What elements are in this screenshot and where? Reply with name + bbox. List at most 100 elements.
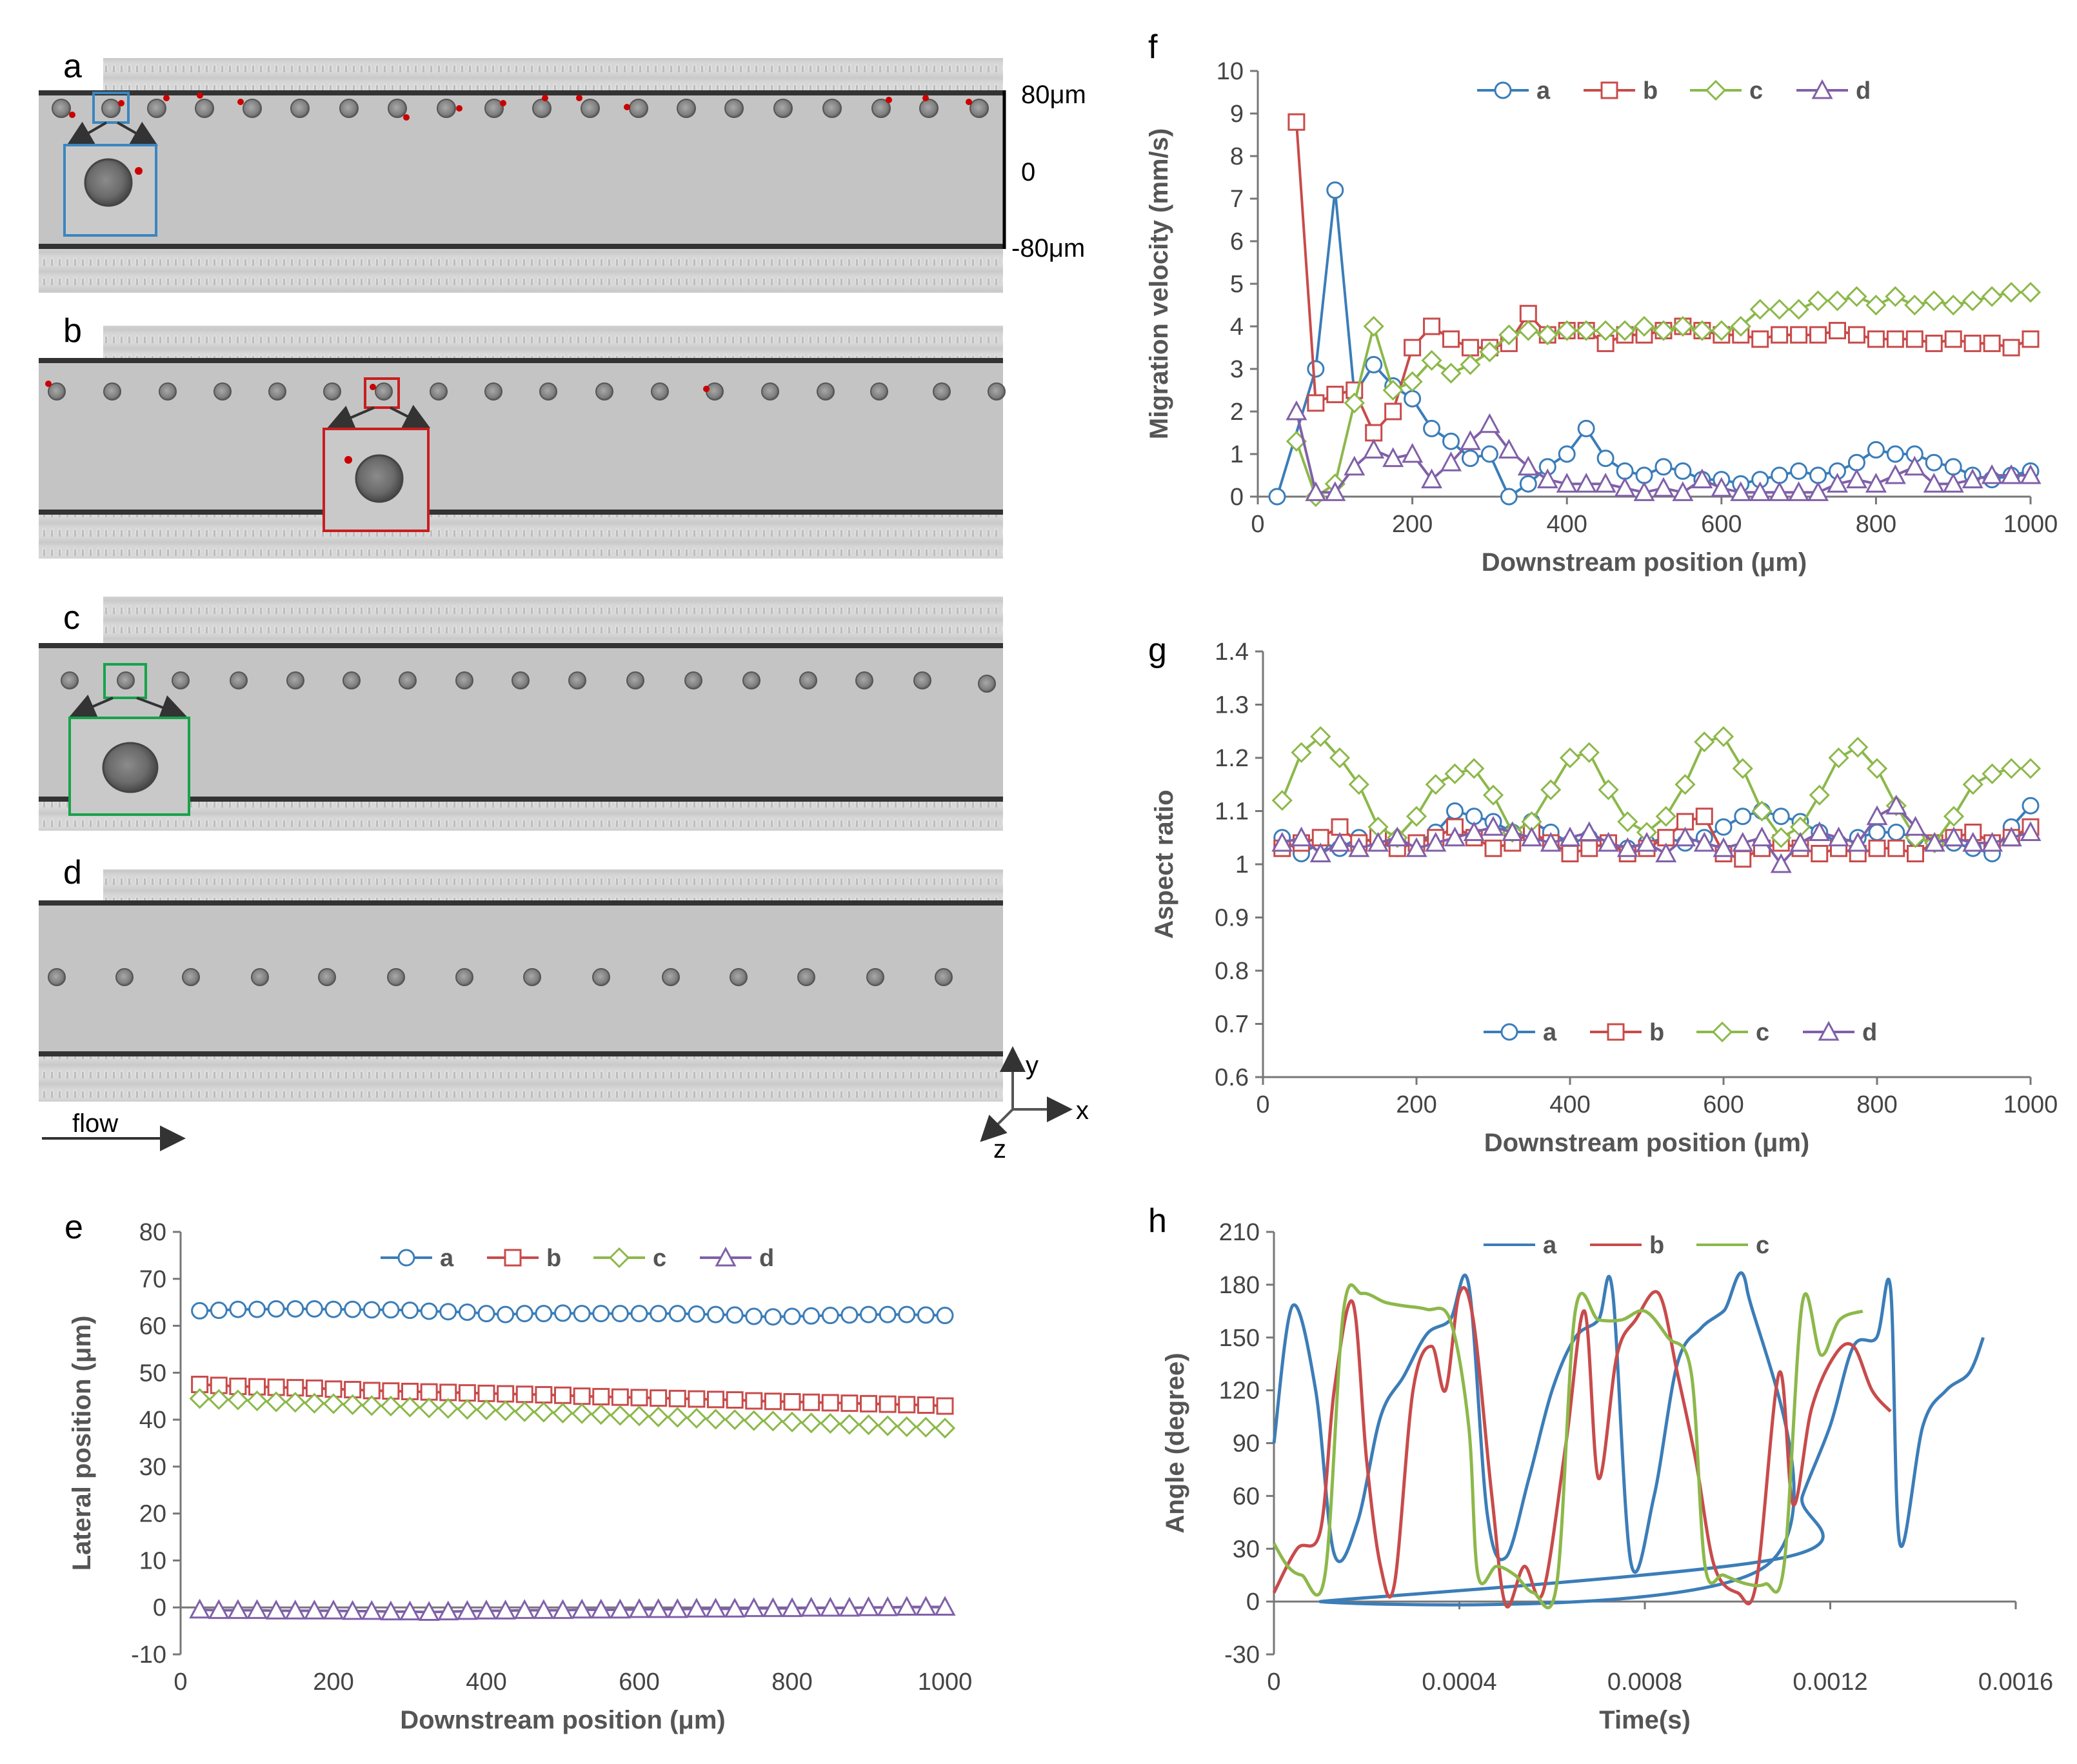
data-point-b — [1580, 839, 1598, 857]
data-point-c — [246, 1390, 268, 1412]
data-point-c — [1847, 737, 1869, 758]
data-point-c — [1310, 726, 1331, 748]
channel-edge-bottom — [39, 797, 1003, 802]
data-point-b — [1751, 330, 1769, 348]
data-point-a — [611, 1305, 629, 1323]
data-point-b — [1983, 334, 2001, 352]
series-c — [1286, 282, 2042, 508]
data-point-a — [1577, 419, 1595, 437]
data-point-c — [1923, 290, 1945, 312]
cell — [706, 382, 724, 401]
zoom-box-small-a — [92, 92, 130, 124]
data-point-d — [1789, 831, 1811, 852]
data-point-b — [1809, 326, 1827, 344]
panel-letter-b: b — [63, 312, 82, 350]
data-point-c — [1962, 774, 1983, 795]
data-point-d — [1482, 816, 1504, 836]
x-tick-label: 400 — [1546, 511, 1587, 538]
chart-h: h -30 0 30 60 90 120 150 180 210 0 0.0004 0.0008 0.00… — [1148, 1202, 2053, 1734]
xyz-axes-icon: y x z — [980, 1046, 1089, 1164]
channel-wall-top — [103, 597, 1003, 643]
data-point-d — [839, 1596, 860, 1617]
cell — [662, 968, 680, 986]
data-point-c — [1730, 315, 1751, 337]
y-tick-label: 90 — [1233, 1431, 1260, 1458]
legend-label-c: c — [1756, 1232, 1769, 1259]
data-point-d — [1866, 805, 1888, 826]
y-tick-label: 120 — [1219, 1378, 1260, 1405]
micrograph-a: a — [39, 48, 1086, 293]
channel-edge-top — [39, 358, 1003, 363]
marker-dot — [45, 381, 52, 387]
data-point-c — [648, 1406, 669, 1427]
data-point-a — [1847, 453, 1865, 471]
channel-edge-bottom — [39, 510, 1003, 515]
data-point-a — [401, 1302, 419, 1320]
data-point-b — [1847, 326, 1865, 344]
data-point-a — [1307, 360, 1325, 378]
data-point-d — [1425, 831, 1447, 852]
series-line-b — [199, 1383, 946, 1408]
y-axis-title: Angle (degree) — [1161, 1353, 1189, 1533]
cell — [251, 968, 269, 986]
data-point-b — [1365, 424, 1383, 442]
data-point-d — [1788, 481, 1810, 501]
x-tick-label: 400 — [1549, 1091, 1590, 1118]
y-axis-title: Aspect ratio — [1150, 789, 1178, 938]
data-point-d — [1324, 481, 1346, 501]
data-point-d — [1769, 481, 1791, 501]
cell — [871, 99, 891, 118]
data-point-d — [1923, 473, 1945, 493]
data-point-b — [764, 1392, 782, 1411]
data-point-c — [705, 1409, 726, 1430]
data-point-b — [821, 1394, 839, 1412]
marker-dot — [403, 114, 410, 121]
cell — [430, 382, 448, 401]
cell — [290, 99, 310, 118]
data-point-d — [1286, 400, 1307, 421]
data-point-b — [1287, 113, 1306, 131]
data-point-a — [630, 1305, 648, 1323]
x-tick-label: 0 — [174, 1669, 187, 1696]
cell — [629, 99, 648, 118]
cell — [103, 382, 121, 401]
data-point-c — [1788, 299, 1809, 320]
data-point-a — [707, 1305, 724, 1323]
data-point-a — [764, 1308, 782, 1326]
data-point-c — [590, 1403, 611, 1425]
legend: a b c d — [381, 1245, 774, 1272]
z-axis-arrow — [980, 1108, 1014, 1142]
channel-edge-bottom — [39, 1051, 1003, 1056]
data-point-d — [1578, 821, 1600, 841]
data-point-b — [1925, 334, 1943, 352]
data-point-d — [743, 1597, 765, 1618]
data-point-c — [1518, 320, 1539, 341]
data-point-c — [1885, 286, 1906, 307]
data-point-a — [515, 1305, 533, 1323]
data-point-b — [917, 1396, 935, 1414]
data-point-b — [1887, 839, 1905, 857]
data-point-d — [1923, 831, 1945, 852]
data-point-c — [342, 1394, 363, 1415]
data-point-d — [1962, 831, 1984, 852]
data-point-c — [896, 1416, 917, 1438]
legend-label-a: a — [1543, 1019, 1557, 1046]
data-point-c — [1595, 320, 1616, 341]
data-point-d — [1348, 837, 1370, 857]
legend-marker-a — [397, 1249, 415, 1267]
data-point-b — [630, 1389, 648, 1407]
data-point-c — [1406, 806, 1427, 827]
data-point-c — [934, 1418, 956, 1439]
cell — [761, 382, 779, 401]
channel-edge-top — [39, 900, 1003, 906]
data-point-c — [1846, 286, 1867, 307]
data-point-d — [1942, 473, 1964, 493]
data-point-d — [1711, 477, 1733, 497]
data-point-c — [839, 1414, 860, 1435]
marker-dot — [886, 97, 892, 103]
data-point-d — [399, 1600, 421, 1621]
x-tick-label: 200 — [1396, 1091, 1436, 1118]
data-point-b — [1734, 850, 1752, 868]
y-tick-label: -10 — [131, 1641, 166, 1669]
cell-track-b — [48, 382, 1006, 401]
